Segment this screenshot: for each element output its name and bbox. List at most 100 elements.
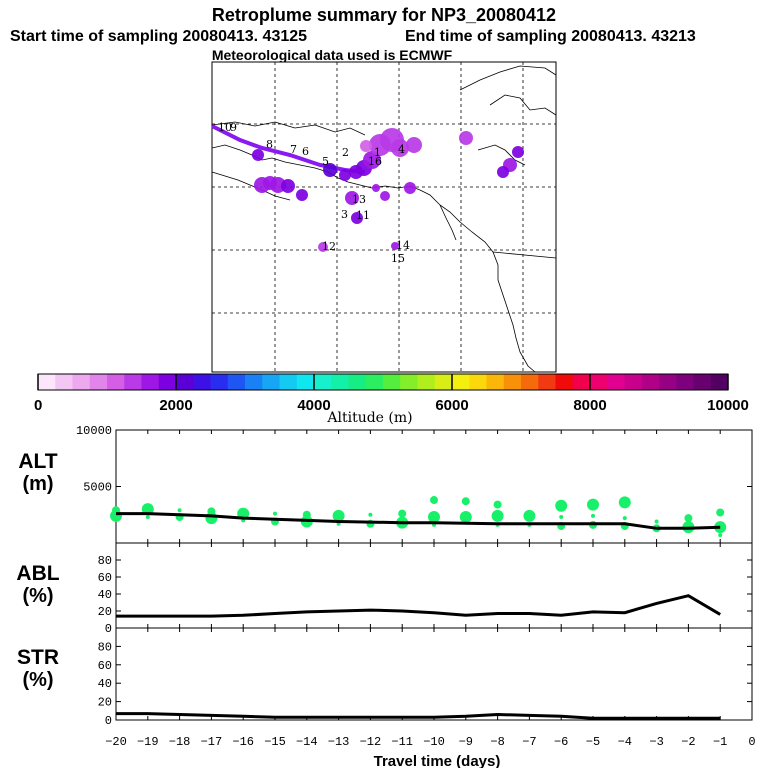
plume-cluster [372, 184, 380, 192]
colorbar-swatch [262, 374, 280, 390]
trajectory-label: 7 [290, 143, 297, 156]
altitude-point [523, 509, 536, 522]
x-tick-label: −16 [232, 735, 254, 749]
colorbar-swatch [314, 374, 332, 390]
panel-label: ABL [16, 562, 59, 585]
colorbar-tick-label: 10000 [707, 397, 749, 414]
colorbar-swatch [607, 374, 625, 390]
series-line [116, 712, 721, 720]
y-tick-label: 60 [98, 659, 112, 673]
colorbar-swatch [538, 374, 556, 390]
colorbar-label: Altitude (m) [326, 410, 412, 426]
colorbar-swatch [193, 374, 211, 390]
colorbar-swatch [676, 374, 694, 390]
panel-frame [115, 627, 753, 721]
plume-cluster [318, 242, 328, 252]
panel-alt: ALT(m) 10000 5000 [18, 424, 753, 544]
trajectory-label: 8 [266, 138, 273, 151]
x-tick-label: −18 [169, 735, 191, 749]
trajectory-label: 1 [374, 146, 381, 159]
altitude-point [368, 512, 373, 517]
colorbar-swatch [417, 374, 436, 390]
altitude-point [491, 509, 504, 522]
colorbar-swatch [503, 374, 522, 390]
colorbar-swatch [659, 374, 677, 390]
colorbar-swatch [641, 374, 660, 390]
plume-cluster [252, 149, 264, 161]
time-series-panels: ALT(m)100005000ABL(%)806040200STR(%)8060… [16, 424, 755, 749]
colorbar-tick-label: 8000 [573, 397, 606, 414]
trajectory-label: 13 [352, 193, 366, 206]
altitude-point [716, 508, 725, 517]
colorbar-swatch [107, 374, 125, 390]
colorbar-tick-label: 6000 [435, 397, 468, 414]
y-tick-label: 20 [98, 605, 112, 619]
altitude-point [618, 496, 631, 509]
x-tick-label: −14 [296, 735, 318, 749]
colorbar-swatch [158, 374, 177, 390]
altitude-point [332, 509, 345, 522]
plume-cluster [380, 191, 390, 201]
altitude-point [461, 497, 470, 506]
altitude-point [555, 499, 568, 512]
colorbar-swatch [38, 374, 56, 390]
altitude-point [302, 510, 311, 519]
y-tick-label: 0 [105, 622, 112, 636]
y-tick-label: 40 [98, 588, 112, 602]
colorbar-swatch [486, 374, 505, 390]
colorbar-swatch [141, 374, 160, 390]
y-tick-label: 20 [98, 696, 112, 710]
met-data-label: Meteorological data used is ECMWF [212, 47, 453, 63]
colorbar-tick-label: 4000 [297, 397, 330, 414]
trajectory-label: 6 [302, 145, 309, 158]
y-tick-label: 5000 [83, 481, 112, 495]
x-tick-label: −8 [490, 735, 504, 749]
y-tick-label: 0 [105, 714, 112, 728]
trajectory-label: 14 [396, 239, 410, 252]
trajectory-label: 10 [218, 121, 232, 134]
altitude-point [714, 521, 727, 534]
trajectory-label: 15 [391, 252, 405, 265]
altitude-point [587, 498, 599, 511]
end-time-label: End time of sampling 20080413. 43213 [405, 28, 696, 45]
trajectory-label: 16 [368, 155, 382, 168]
y-tick-label: 80 [98, 554, 112, 568]
altitude-point [718, 533, 723, 538]
trajectory-label: 9 [230, 121, 237, 134]
colorbar-swatch [210, 374, 229, 390]
colorbar-swatch [400, 374, 418, 390]
colorbar: 0 2000 4000 6000 8000 10000 Altitude (m) [34, 373, 749, 426]
x-tick-label: −3 [649, 735, 663, 749]
trajectory-label: 3 [341, 208, 348, 221]
altitude-point [459, 511, 472, 524]
panel-unit: (m) [22, 473, 53, 495]
x-tick-label: −6 [554, 735, 568, 749]
plume-cluster [323, 163, 337, 177]
colorbar-swatches [38, 374, 729, 390]
colorbar-swatch [55, 374, 73, 390]
plume-cluster [281, 179, 295, 193]
colorbar-swatch [89, 374, 108, 390]
colorbar-swatch [521, 374, 539, 390]
x-tick-label: −11 [391, 735, 413, 749]
plume-cluster [459, 131, 473, 145]
colorbar-swatch [434, 374, 453, 390]
x-tick-label: −12 [360, 735, 382, 749]
panel-abl: ABL(%) 80 60 40 20 0 [16, 542, 753, 636]
colorbar-swatch [555, 374, 574, 390]
y-tick-label: 80 [98, 640, 112, 654]
colorbar-swatch [693, 374, 712, 390]
plume-cluster [512, 146, 524, 158]
altitude-point [207, 507, 216, 516]
colorbar-ticks: 0 2000 4000 6000 8000 10000 [34, 374, 749, 414]
panel-label: ALT [18, 450, 57, 473]
altitude-point [145, 515, 150, 520]
plume-cluster [351, 212, 363, 224]
plume-cluster [363, 151, 381, 169]
altitude-point [493, 500, 502, 509]
y-tick-label: 60 [98, 571, 112, 585]
